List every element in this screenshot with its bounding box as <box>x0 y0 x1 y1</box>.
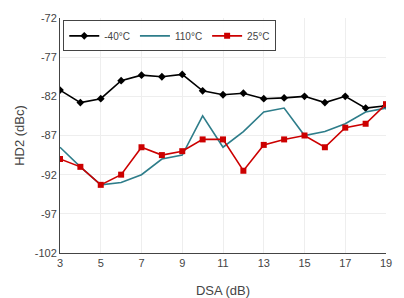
svg-text:DSA (dB): DSA (dB) <box>196 283 250 298</box>
svg-text:110°C: 110°C <box>175 31 202 42</box>
svg-text:19: 19 <box>380 257 392 269</box>
svg-text:9: 9 <box>179 257 185 269</box>
svg-text:-72: -72 <box>41 12 57 24</box>
svg-text:3: 3 <box>57 257 63 269</box>
svg-text:17: 17 <box>339 257 351 269</box>
svg-text:13: 13 <box>258 257 270 269</box>
svg-text:-82: -82 <box>41 90 57 102</box>
svg-text:7: 7 <box>138 257 144 269</box>
svg-text:-87: -87 <box>41 129 57 141</box>
svg-text:-40°C: -40°C <box>104 31 130 42</box>
svg-text:-77: -77 <box>41 51 57 63</box>
svg-text:HD2 (dBc): HD2 (dBc) <box>12 105 27 166</box>
svg-text:5: 5 <box>98 257 104 269</box>
svg-text:-102: -102 <box>35 247 57 259</box>
svg-text:25°C: 25°C <box>247 31 269 42</box>
svg-text:15: 15 <box>298 257 310 269</box>
svg-text:11: 11 <box>217 257 228 269</box>
svg-text:-97: -97 <box>41 208 57 220</box>
svg-text:-92: -92 <box>41 169 57 181</box>
